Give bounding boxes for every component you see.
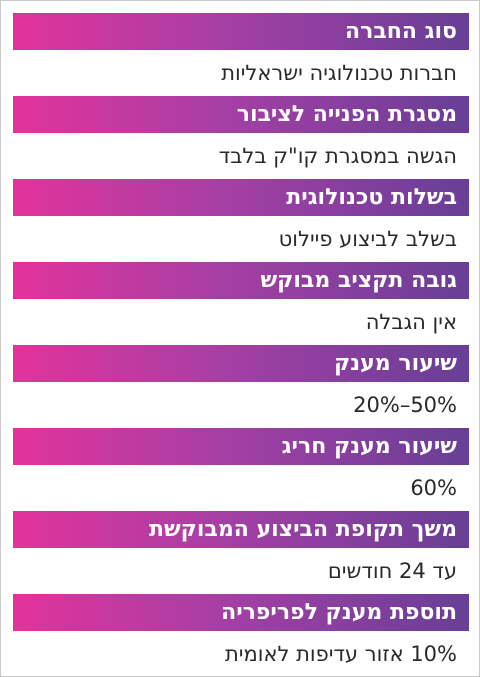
periphery-bonus-section: תוספת מענק לפריפריה 10% אזור עדיפות לאומ… [13,594,469,673]
requested-budget-value: אין הגבלה [365,310,457,334]
requested-budget-label: גובה תקציב מבוקש [13,262,469,299]
execution-period-section: משך תקופת הביצוע המבוקשת עד 24 חודשים [13,511,469,594]
grant-rate-section: שיעור מענק 50%–20% [13,345,469,428]
grant-rate-value: 50%–20% [353,393,457,417]
public-call-framework-section: מסגרת הפנייה לציבור הגשה במסגרת קו"ק בלב… [13,96,469,179]
technological-maturity-label: בשלות טכנולוגית [13,179,469,216]
execution-period-value: עד 24 חודשים [327,559,457,583]
details-list: סוג החברה חברות טכנולוגיה ישראליות מסגרת… [13,13,469,673]
exceptional-grant-rate-section: שיעור מענק חריג 60% [13,428,469,511]
company-type-value: חברות טכנולוגיה ישראליות [221,61,457,85]
company-type-section: סוג החברה חברות טכנולוגיה ישראליות [13,13,469,96]
periphery-bonus-label: תוספת מענק לפריפריה [13,594,469,631]
periphery-bonus-value: 10% אזור עדיפות לאומית [225,642,457,666]
technological-maturity-value: בשלב לביצוע פיילוט [278,227,457,251]
public-call-framework-value: הגשה במסגרת קו"ק בלבד [218,144,457,168]
execution-period-label: משך תקופת הביצוע המבוקשת [13,511,469,548]
company-type-label: סוג החברה [13,13,469,50]
requested-budget-section: גובה תקציב מבוקש אין הגבלה [13,262,469,345]
public-call-framework-label: מסגרת הפנייה לציבור [13,96,469,133]
exceptional-grant-rate-value: 60% [410,476,457,500]
exceptional-grant-rate-label: שיעור מענק חריג [13,428,469,465]
grant-rate-label: שיעור מענק [13,345,469,382]
technological-maturity-section: בשלות טכנולוגית בשלב לביצוע פיילוט [13,179,469,262]
